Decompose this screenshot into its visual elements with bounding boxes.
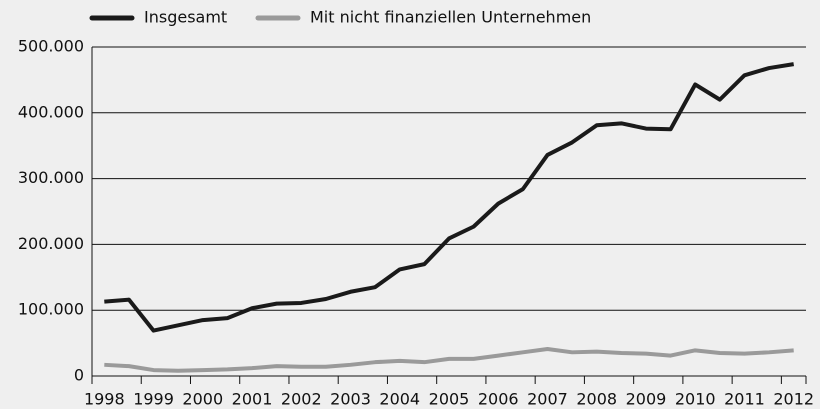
y-tick-label: 100.000 (18, 300, 84, 319)
x-tick-label: 2004 (379, 390, 420, 409)
x-tick-label: 2000 (182, 390, 223, 409)
x-tick-label: 2011 (724, 390, 765, 409)
x-tick-label: 2009 (626, 390, 667, 409)
series-line (104, 347, 794, 373)
x-tick-label: 2003 (330, 390, 371, 409)
y-tick-label: 200.000 (18, 234, 84, 253)
x-tick-label: 1998 (84, 390, 125, 409)
x-tick-label: 2001 (232, 390, 273, 409)
x-tick-label: 2008 (576, 390, 617, 409)
x-tick-label: 2005 (429, 390, 470, 409)
series-line (104, 62, 795, 333)
x-tick-label: 2007 (527, 390, 568, 409)
x-tick-label: 1999 (133, 390, 174, 409)
y-tick-label: 500.000 (18, 37, 84, 56)
x-tick-label: 2006 (478, 390, 519, 409)
y-tick-label: 0 (74, 366, 84, 385)
x-tick-label: 2002 (281, 390, 322, 409)
legend-label: Insgesamt (144, 8, 227, 27)
x-tick-label: 2012 (773, 390, 814, 409)
legend-label: Mit nicht finanziellen Unternehmen (310, 8, 591, 27)
y-tick-label: 400.000 (18, 102, 84, 121)
y-tick-label: 300.000 (18, 168, 84, 187)
x-tick-label: 2010 (675, 390, 716, 409)
